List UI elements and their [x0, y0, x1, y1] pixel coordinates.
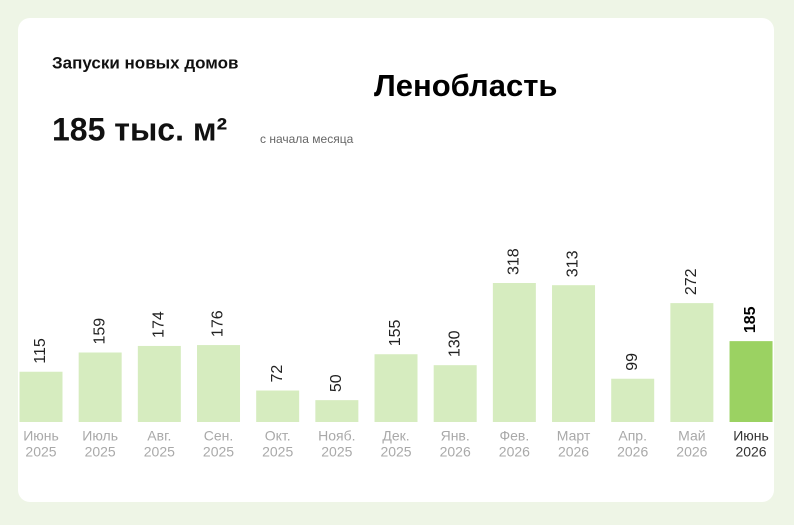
bar [611, 378, 655, 422]
bar [137, 345, 181, 422]
value-label: 174 [151, 311, 168, 338]
x-tick-label: Окт. [265, 428, 291, 444]
x-tick-label: 2025 [203, 444, 234, 460]
bar [433, 365, 477, 422]
region: Ленобласть [374, 68, 557, 103]
headline: 185 тыс. м² [52, 111, 227, 147]
x-tick-label: 2026 [617, 444, 648, 460]
x-tick-label: 2025 [321, 444, 352, 460]
value-label: 159 [91, 318, 108, 345]
value-label: 50 [328, 374, 345, 392]
bar [374, 354, 418, 422]
bar [315, 400, 359, 422]
x-tick-label: 2025 [380, 444, 411, 460]
x-tick-label: 2025 [262, 444, 293, 460]
x-tick-label: Дек. [382, 428, 409, 444]
value-label: 72 [269, 365, 286, 383]
bar [552, 285, 596, 422]
value-label: 272 [683, 268, 700, 295]
x-tick-label: Июнь [733, 428, 769, 444]
x-tick-label: 2026 [676, 444, 707, 460]
bar [78, 352, 122, 422]
x-tick-label: 2026 [499, 444, 530, 460]
bar [19, 371, 63, 422]
x-tick-label: 2026 [735, 444, 766, 460]
bar [256, 390, 300, 422]
x-tick-label: Июль [82, 428, 118, 444]
x-tick-label: 2026 [440, 444, 471, 460]
x-tick-label: Май [678, 428, 705, 444]
bar [670, 303, 714, 422]
bar [197, 345, 241, 422]
x-tick-label: Сен. [204, 428, 234, 444]
x-tick-label: Март [557, 428, 591, 444]
chart-title: Запуски новых домов [52, 53, 238, 72]
value-label: 130 [446, 330, 463, 357]
bar [492, 283, 536, 422]
x-tick-label: 2025 [85, 444, 116, 460]
value-label: 185 [742, 306, 759, 333]
x-tick-label: Фев. [499, 428, 529, 444]
x-tick-label: Нояб. [318, 428, 355, 444]
x-tick-label: Июнь [23, 428, 59, 444]
x-tick-label: Авг. [147, 428, 171, 444]
value-label: 99 [624, 353, 641, 371]
x-tick-label: Янв. [441, 428, 470, 444]
value-label: 155 [387, 319, 404, 346]
value-label: 318 [506, 248, 523, 275]
x-tick-label: 2026 [558, 444, 589, 460]
subtitle: с начала месяца [260, 132, 354, 146]
x-tick-label: 2025 [144, 444, 175, 460]
x-tick-label: 2025 [25, 444, 56, 460]
value-label: 313 [565, 250, 582, 277]
value-label: 176 [210, 310, 227, 337]
x-tick-label: Апр. [618, 428, 647, 444]
value-label: 115 [32, 338, 49, 364]
bar [729, 341, 773, 422]
